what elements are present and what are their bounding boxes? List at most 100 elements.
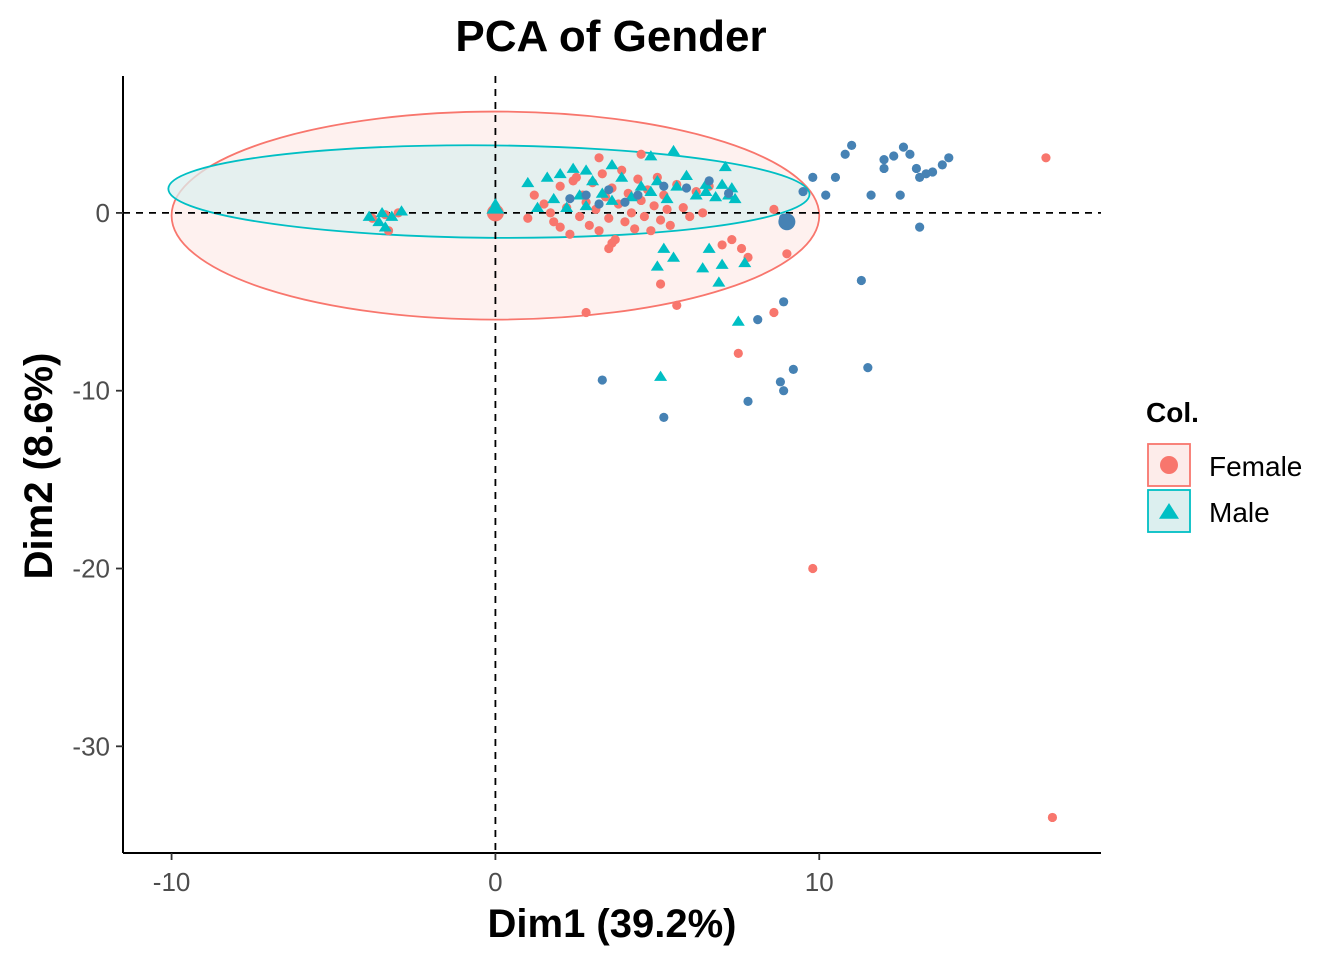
data-point-female (678, 202, 688, 213)
data-point-other (847, 140, 857, 150)
data-point-female (655, 215, 666, 225)
data-point-other (889, 151, 899, 161)
data-point-male (586, 175, 600, 186)
data-point-male (634, 180, 648, 191)
group-centroids (486, 199, 796, 231)
data-point-other (565, 194, 575, 204)
data-point-female (545, 208, 556, 218)
data-point-female (733, 348, 743, 358)
data-point-female (685, 211, 695, 222)
data-point-male (615, 171, 629, 182)
data-point-female (549, 217, 559, 227)
data-point-other (895, 190, 905, 200)
data-point-female (539, 199, 549, 209)
data-point-male (667, 251, 681, 262)
data-point-male (670, 180, 684, 191)
data-point-female (594, 226, 604, 236)
data-point-male (540, 171, 554, 182)
data-point-female (698, 208, 708, 218)
data-point-male (605, 159, 619, 170)
data-point-male (362, 210, 376, 221)
data-point-female (555, 222, 565, 232)
data-point-female (575, 211, 585, 222)
data-point-female (717, 240, 727, 250)
data-point-male (395, 205, 409, 216)
data-point-female (655, 279, 666, 289)
data-point-other (863, 362, 873, 373)
data-point-male (385, 210, 399, 221)
data-point-male (595, 187, 609, 198)
data-point-other (944, 153, 954, 163)
legend-title: Col. (1146, 397, 1199, 428)
data-point-male (531, 201, 545, 212)
data-point-male (679, 169, 693, 180)
data-point-other (798, 186, 808, 197)
reference-lines (123, 76, 1101, 853)
data-point-other (659, 412, 669, 422)
data-point-female (604, 213, 614, 223)
x-tick-label: 10 (805, 867, 834, 897)
data-point-male (566, 162, 580, 173)
legend-circle-icon (1160, 456, 1178, 474)
data-point-female (769, 204, 779, 214)
data-point-female (1041, 153, 1051, 163)
data-point-female (736, 243, 747, 254)
data-point-male (715, 258, 729, 269)
chart-title: PCA of Gender (455, 12, 766, 61)
data-point-female (782, 249, 792, 259)
data-point-male (702, 242, 716, 253)
y-axis-title: Dim2 (8.6%) (17, 353, 61, 580)
data-point-female (808, 563, 818, 574)
data-point-female (607, 238, 617, 248)
data-point-other (753, 314, 763, 325)
data-point-other (594, 199, 604, 209)
data-points (362, 140, 1058, 823)
data-point-male (696, 262, 710, 273)
data-point-female (646, 226, 656, 236)
data-point-male (644, 185, 658, 196)
data-point-female (769, 307, 779, 318)
data-point-other (779, 297, 789, 307)
data-point-other (830, 172, 841, 182)
x-axis-ticks: -10 0 10 (153, 853, 834, 897)
data-point-male (579, 199, 593, 211)
ellipse-male (167, 144, 811, 239)
data-point-male (605, 194, 619, 205)
data-point-female (672, 300, 682, 310)
data-point-other (581, 190, 591, 200)
data-point-female (662, 204, 672, 214)
data-point-male (650, 260, 664, 271)
data-point-female (665, 220, 675, 230)
data-point-male (728, 192, 742, 204)
data-point-female (649, 201, 659, 211)
data-point-other (915, 222, 925, 232)
data-point-female (594, 153, 604, 163)
centroid-marker (486, 199, 505, 214)
y-tick-label: -20 (72, 554, 110, 584)
data-point-male (731, 315, 745, 326)
data-point-other (604, 185, 614, 195)
legend-triangle-icon (1159, 503, 1179, 519)
data-point-other (723, 188, 734, 198)
y-axis-ticks: 0 -10 -20 -30 (72, 198, 123, 761)
data-point-other (775, 377, 785, 387)
data-point-other (633, 190, 643, 200)
data-point-female (617, 165, 627, 175)
data-point-male (375, 207, 389, 218)
data-point-other (856, 275, 866, 286)
data-point-male (624, 191, 638, 202)
data-point-other (937, 160, 947, 170)
data-point-other (788, 364, 798, 374)
data-point-other (928, 167, 938, 177)
x-axis-title: Dim1 (39.2%) (488, 902, 737, 946)
data-point-other (866, 190, 876, 200)
data-point-female (1047, 812, 1058, 823)
data-point-female (633, 174, 643, 184)
legend: Col. Female Male (1146, 397, 1302, 533)
data-point-other (597, 375, 607, 385)
data-point-female (571, 172, 581, 182)
data-point-male (667, 144, 681, 156)
data-point-female (555, 181, 565, 191)
data-point-male (553, 167, 567, 179)
